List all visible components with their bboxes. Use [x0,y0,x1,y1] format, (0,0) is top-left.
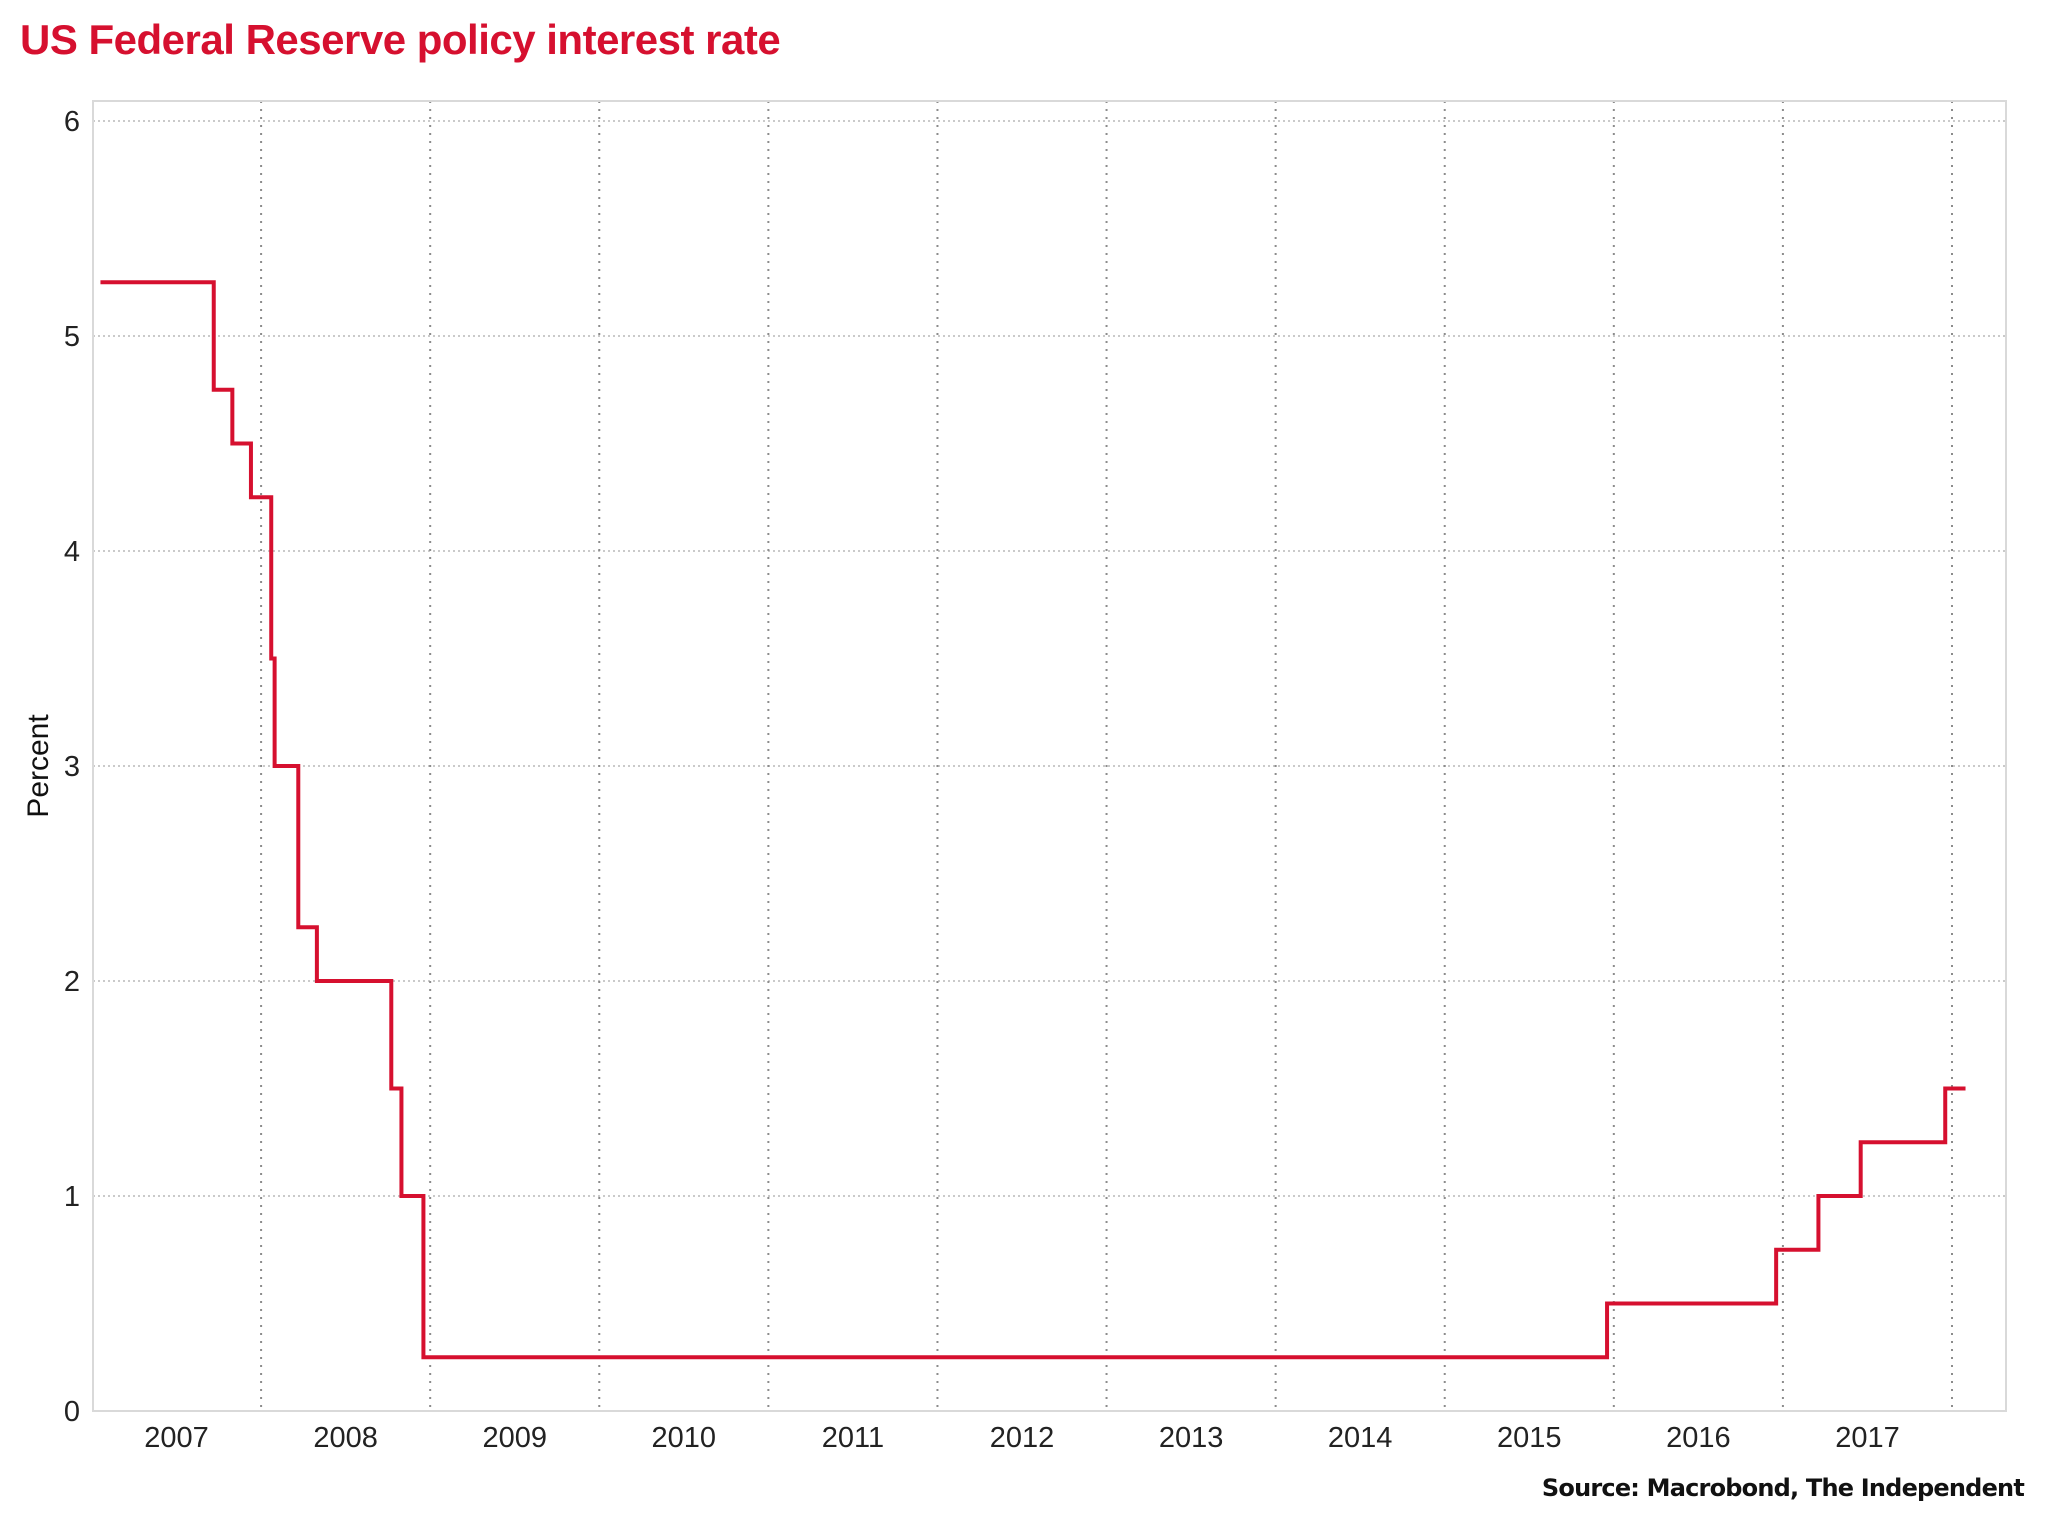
x-tick-label: 2013 [1159,1422,1224,1454]
horizontal-gridlines [93,120,2006,1412]
y-tick-label: 4 [64,536,80,568]
x-tick-label: 2007 [144,1422,209,1454]
x-tick-label: 2011 [822,1422,884,1454]
x-tick-label: 2017 [1835,1422,1900,1454]
y-tick-label: 6 [64,106,80,138]
y-tick-label: 3 [64,751,80,783]
y-tick-label: 5 [64,321,80,353]
chart-title: US Federal Reserve policy interest rate [20,16,781,63]
y-tick-label: 2 [64,966,80,998]
y-tick-label: 1 [64,1181,80,1213]
plot-frame [92,100,2007,1412]
x-tick-label: 2016 [1666,1422,1731,1454]
x-tick-label: 2008 [313,1422,378,1454]
x-tick-label: 2015 [1497,1422,1562,1454]
x-tick-label: 2012 [990,1422,1055,1454]
y-tick-labels: 0 1 2 3 4 5 6 [64,106,80,1428]
source-note: Source: Macrobond, The Independent [1541,1474,2025,1502]
y-axis-title: Percent [22,714,55,818]
y-tick-label: 0 [64,1396,80,1428]
x-tick-label: 2010 [652,1422,717,1454]
vertical-gridlines [260,101,1953,1411]
x-tick-labels: 2007 2008 2009 2010 2011 2012 2013 2014 2015 2016… [144,1422,1899,1454]
x-tick-label: 2014 [1328,1422,1393,1454]
series-line-fed-rate [100,280,1966,1360]
x-tick-label: 2009 [482,1422,547,1454]
